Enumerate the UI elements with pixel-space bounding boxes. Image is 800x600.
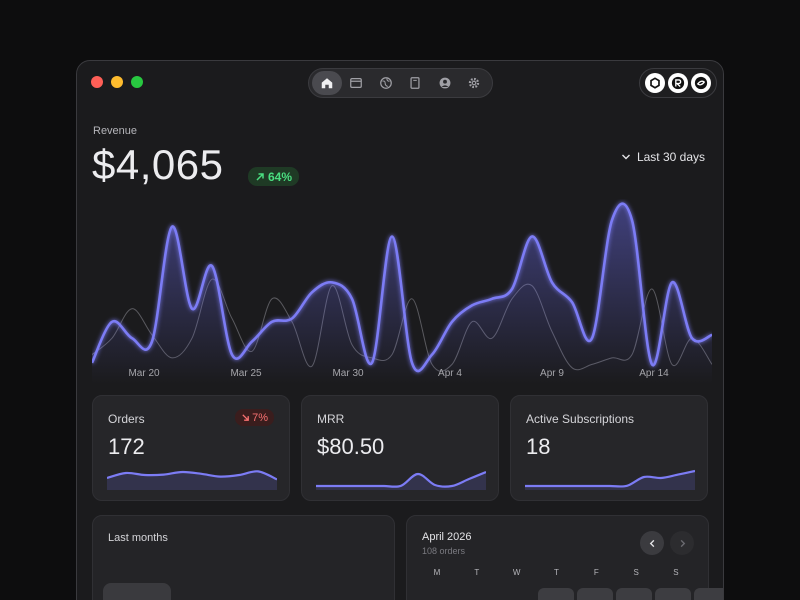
subscriptions-value: 18 [526,434,551,459]
calendar-day-cell[interactable] [655,588,691,600]
revenue-chart [92,202,712,384]
revenue-change-badge: 64% [248,167,300,186]
calendar-panel: April 2026 108 orders M T W T F S S [406,515,723,600]
nav-book-button[interactable] [401,71,431,95]
swirl-logo-icon [691,73,711,93]
sparkline-line [107,470,277,481]
user-icon [439,77,451,89]
nav-settings-button[interactable] [460,71,490,95]
weekday-label: T [474,568,480,577]
mrr-title: MRR [317,412,345,426]
globe-icon [379,77,392,89]
x-tick-label: Apr 9 [540,368,564,379]
weekday-label: M [433,568,441,577]
zoom-window-button[interactable] [131,76,143,88]
x-tick-label: Mar 20 [128,368,160,379]
sparkline-area [525,471,695,490]
calendar-day-cell[interactable] [616,588,652,600]
nav-browser-button[interactable] [342,71,372,95]
orders-value: 172 [108,434,145,459]
orders-change-value: 7% [252,411,268,424]
orders-change-badge: 7% [235,409,274,426]
revenue-value: $4,065 [92,141,224,188]
chevron-down-icon [621,154,630,160]
calendar-day-cells [538,588,723,600]
date-range-select[interactable]: Last 30 days [621,150,705,164]
revenue-series-line [92,202,712,373]
subscriptions-title: Active Subscriptions [526,412,635,426]
arrow-down-right-icon [242,414,249,421]
x-tick-label: Mar 25 [230,368,262,379]
mrr-value: $80.50 [317,434,385,459]
weekday-label: S [673,568,679,577]
orders-title: Orders [108,412,145,426]
last-months-bar[interactable] [103,583,171,600]
x-tick-label: Mar 30 [332,368,364,379]
gear-icon [469,77,480,89]
weekday-label: S [633,568,639,577]
date-range-label: Last 30 days [636,150,705,164]
weekday-label: F [593,568,599,577]
chevron-right-icon [680,539,685,547]
brand-logos [639,68,717,98]
sparkline-line [525,469,695,488]
window-controls [91,76,143,88]
nav-home-button[interactable] [312,71,342,95]
browser-icon [350,78,363,88]
arrow-up-right-icon [256,172,264,181]
hexagon-logo-icon [645,73,665,93]
sparkline-area [316,472,486,490]
mrr-sparkline [316,470,486,490]
chart-x-axis: Mar 20 Mar 25 Mar 30 Apr 4 Apr 9 Apr 14 [77,368,723,382]
sparkline-line [316,470,486,488]
subscriptions-sparkline [525,469,695,490]
orders-sparkline [107,470,277,490]
weekday-label: T [554,568,559,577]
revenue-label: Revenue [93,125,138,137]
calendar-day-cell[interactable] [577,588,613,600]
mrr-card[interactable]: MRR $80.50 [301,395,499,501]
nav-profile-button[interactable] [430,71,460,95]
last-months-panel: Last months [92,515,395,600]
home-icon [321,78,332,89]
book-icon [410,77,420,89]
app-window: Revenue $4,065 64% Last 30 days Mar 20 Ma… [76,60,724,600]
weekday-label: W [512,568,521,577]
calendar-subtitle: 108 orders [422,546,466,556]
last-months-title: Last months [108,532,168,544]
close-window-button[interactable] [91,76,103,88]
revenue-change-value: 64% [268,169,293,184]
orders-card[interactable]: Orders 7% 172 [92,395,290,501]
x-tick-label: Apr 4 [438,368,462,379]
subscriptions-card[interactable]: Active Subscriptions 18 [510,395,708,501]
top-navigation [308,68,493,98]
x-tick-label: Apr 14 [639,368,669,379]
calendar-day-cell[interactable] [538,588,574,600]
calendar-day-cell[interactable] [694,588,723,600]
chevron-left-icon [649,539,654,547]
nav-globe-button[interactable] [371,71,401,95]
calendar-prev-button[interactable] [640,531,664,555]
calendar-next-button[interactable] [670,531,694,555]
calendar-title: April 2026 [422,531,472,543]
minimize-window-button[interactable] [111,76,123,88]
r-logo-icon [668,73,688,93]
